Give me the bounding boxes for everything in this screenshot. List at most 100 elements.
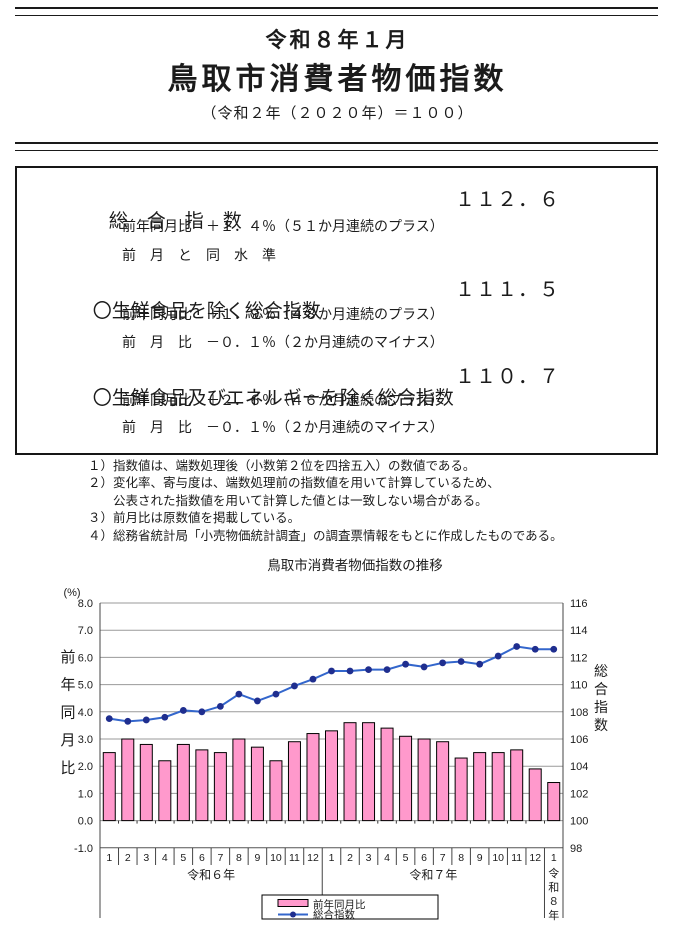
right-axis-tick: 108: [570, 707, 588, 719]
summary-box: 総 合 指 数 １１２．６ 前年同月比 ＋１．４％（５１か月連続のプラス） 前 …: [15, 166, 658, 455]
line-point: [254, 697, 261, 705]
line-point: [272, 690, 280, 698]
line-point: [513, 643, 521, 650]
month-tick-label: 6: [199, 852, 205, 864]
month-tick-label: 4: [162, 852, 168, 864]
line-point: [494, 652, 502, 660]
index-name: 〇生鮮食品及びエネルギーを除く総合指数: [92, 388, 454, 409]
year-label-vertical: ８: [548, 896, 559, 908]
month-tick-label: 10: [492, 852, 504, 864]
line-point: [420, 663, 428, 671]
year-label-vertical: 令: [548, 866, 559, 880]
right-axis-tick: 106: [570, 734, 588, 746]
footnote: ３）前月比は原数値を掲載している。: [88, 511, 301, 526]
index-name: 総 合 指 数: [108, 211, 242, 232]
month-tick-label: 5: [180, 852, 186, 864]
right-axis-title-char: 総: [594, 663, 608, 679]
line-point: [328, 667, 335, 675]
bar-yoy: [491, 752, 505, 822]
right-axis-tick: 112: [570, 652, 588, 664]
summary-detail-line: 前年同月比 ＋１．９％（４８か月連続のプラス）: [122, 306, 444, 322]
line-point: [142, 716, 150, 724]
right-axis-title-char: 数: [594, 717, 608, 733]
right-axis-title-char: 合: [594, 681, 608, 697]
left-axis-title-char: 前: [60, 649, 75, 666]
line-point: [402, 660, 409, 668]
month-tick-label: 1: [329, 852, 335, 864]
month-tick-label: 9: [477, 852, 483, 864]
legend-label-index: 総合指数: [313, 908, 355, 921]
index-name: 〇生鮮食品を除く総合指数: [92, 301, 321, 322]
line-point: [291, 682, 298, 690]
bar-yoy: [343, 722, 357, 822]
left-axis-tick: 6.0: [78, 652, 93, 664]
month-tick-label: 7: [217, 852, 223, 864]
line-point: [161, 713, 169, 721]
line-point: [531, 645, 539, 653]
left-axis-tick: 7.0: [78, 625, 93, 637]
line-point: [235, 690, 243, 698]
year-label: 令和７年: [409, 867, 457, 882]
legend-label-yoy: 前年同月比: [313, 898, 366, 911]
month-tick-label: 10: [270, 852, 282, 864]
right-axis-tick: 104: [570, 761, 588, 773]
month-tick-label: 8: [458, 852, 464, 864]
summary-item-heading: 〇生鮮食品を除く総合指数 １１１．５: [17, 274, 656, 367]
month-tick-label: 1: [106, 852, 112, 864]
year-label-vertical: 和: [548, 881, 559, 894]
bar-yoy: [380, 727, 394, 822]
month-tick-label: 9: [254, 852, 260, 864]
footnote: 公表された指数値を用いて計算した値とは一致しない場合がある。: [88, 493, 488, 508]
bar-yoy: [102, 752, 116, 822]
bar-yoy: [250, 746, 264, 822]
footnote: １）指数値は、端数処理後（小数第２位を四捨五入）の数値である。: [88, 459, 476, 473]
line-point: [476, 660, 484, 668]
left-axis-title-char: 比: [60, 760, 75, 777]
month-tick-label: 3: [366, 852, 372, 864]
month-tick-label: 11: [511, 852, 522, 864]
left-axis-tick: 8.0: [78, 598, 93, 610]
line-point: [365, 666, 372, 674]
bar-yoy: [528, 768, 542, 822]
year-label: 令和６年: [187, 867, 235, 882]
index-value: １１２．６: [455, 189, 560, 211]
summary-detail-line: 前年同月比 ＋１．４％（５１か月連続のプラス）: [122, 218, 444, 234]
base-year-note: （令和２年（２０２０年）＝１００）: [201, 105, 474, 122]
chart-title: 鳥取市消費者物価指数の推移: [267, 558, 443, 573]
left-axis-tick: 1.0: [78, 788, 93, 800]
line-point: [457, 658, 465, 665]
month-tick-label: 3: [143, 852, 149, 864]
line-point: [439, 659, 447, 667]
bar-yoy: [473, 752, 487, 822]
month-tick-label: 12: [529, 852, 541, 864]
right-axis-tick: 114: [570, 625, 588, 637]
right-axis-tick: 110: [570, 680, 588, 692]
line-point: [198, 708, 206, 716]
bar-yoy: [232, 738, 246, 822]
line-point: [309, 675, 317, 683]
line-point: [216, 702, 224, 710]
bar-yoy: [121, 738, 135, 822]
right-axis-tick: 116: [570, 598, 588, 610]
year-label-vertical: 年: [548, 908, 559, 922]
left-axis-tick: 3.0: [78, 734, 93, 746]
report-date-title: 令和８年１月: [265, 29, 410, 52]
summary-item-heading: 〇生鮮食品及びエネルギーを除く総合指数 １１０．７: [17, 361, 656, 454]
left-axis-tick: -1.0: [74, 843, 93, 855]
month-tick-label: 5: [403, 852, 409, 864]
legend-swatch-yoy-icon: [277, 899, 309, 907]
line-point: [346, 667, 354, 675]
summary-detail-line: 前 月 と 同 水 準: [122, 247, 276, 263]
bar-yoy: [269, 760, 283, 822]
month-tick-label: 4: [384, 852, 390, 864]
mid-double-rule: [15, 142, 658, 151]
bar-yoy: [139, 743, 153, 822]
bar-yoy: [362, 722, 376, 822]
bar-yoy: [417, 738, 431, 822]
left-axis-title-char: 月: [60, 732, 75, 749]
month-tick-label: 7: [440, 852, 446, 864]
bar-yoy: [510, 749, 524, 822]
summary-detail-line: 前年同月比 ＋２．６％（４６か月連続のプラス）: [122, 392, 444, 408]
top-double-rule: [15, 7, 658, 16]
